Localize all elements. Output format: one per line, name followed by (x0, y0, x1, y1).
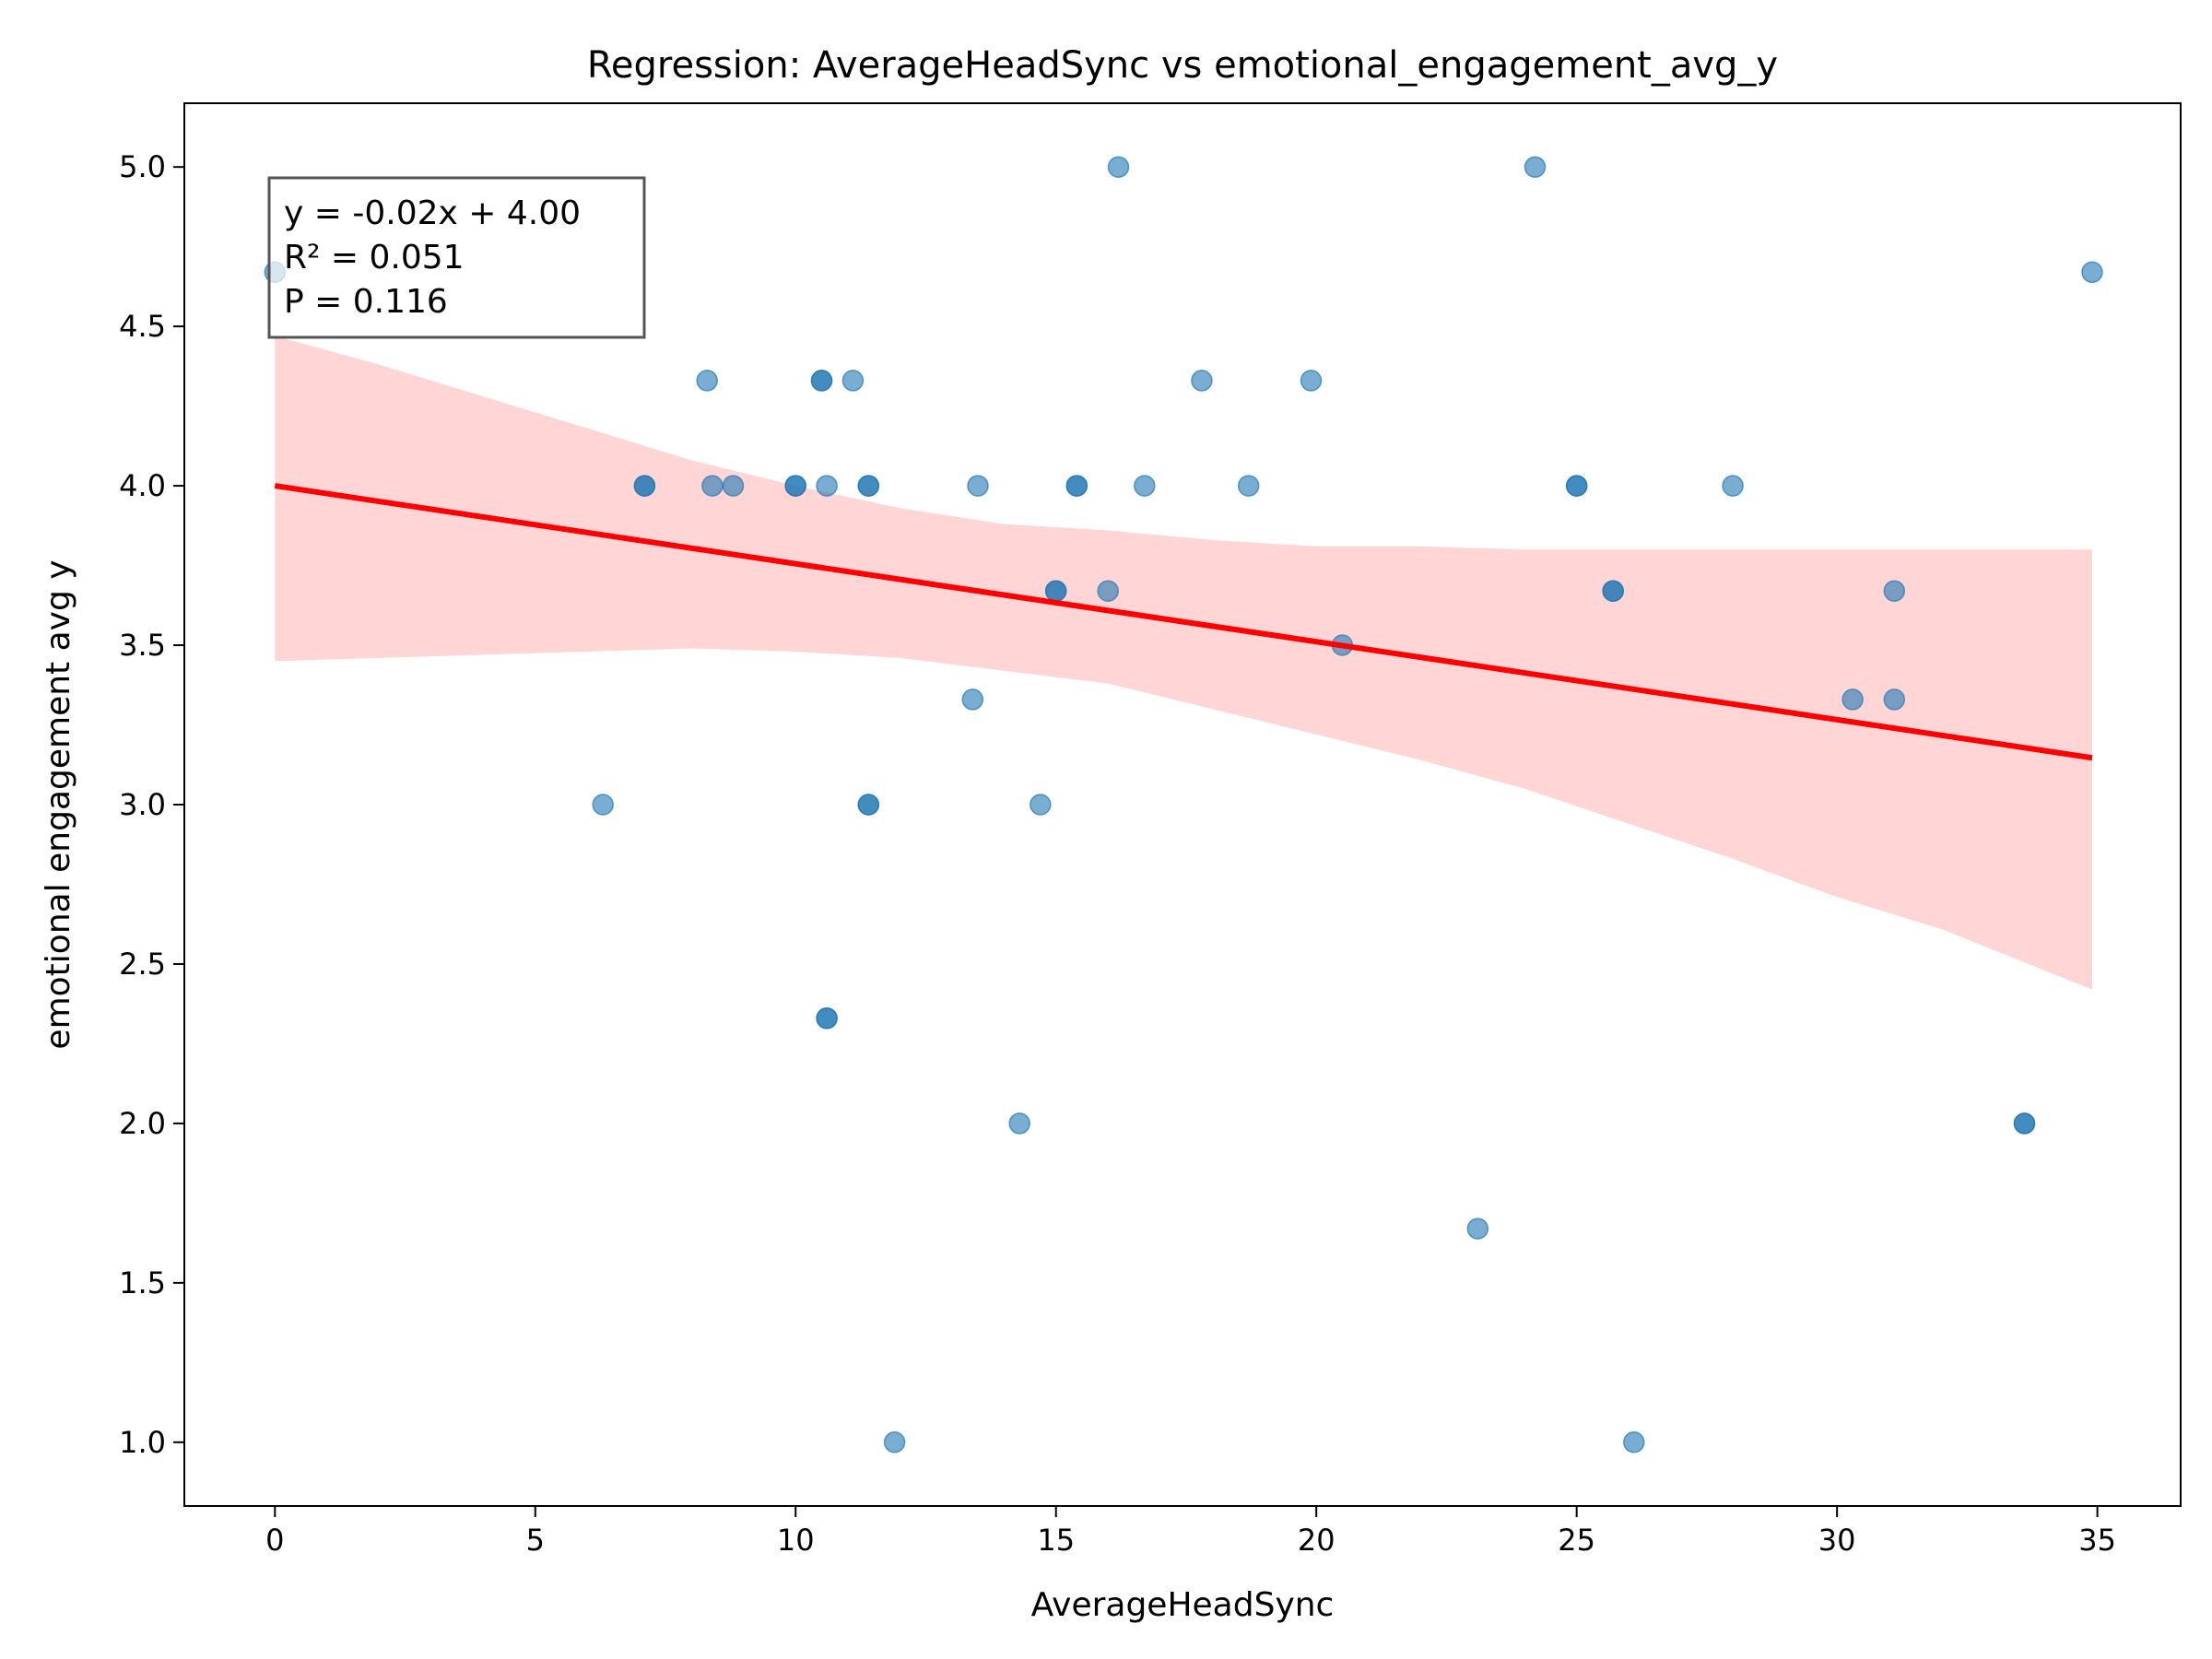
scatter-point (784, 475, 806, 497)
scatter-point (722, 475, 745, 497)
x-tick-label: 0 (265, 1523, 284, 1558)
scatter-point (1237, 475, 1260, 497)
scatter-point (701, 475, 724, 497)
scatter-points-layer (264, 156, 2103, 1453)
regression-line-layer (274, 483, 2093, 761)
scatter-point (1722, 475, 1744, 497)
scatter-point (1524, 156, 1547, 178)
y-tick-label: 3.0 (119, 787, 166, 822)
regression-line (274, 483, 2093, 761)
scatter-point (592, 794, 614, 816)
scatter-point (857, 475, 880, 497)
x-tick-label: 5 (526, 1523, 545, 1558)
scatter-point (1300, 370, 1323, 392)
stats-annotation-line: P = 0.116 (284, 283, 448, 321)
confidence-band-layer (275, 335, 2092, 990)
scatter-point (961, 688, 984, 711)
scatter-point (967, 475, 989, 497)
y-axis-label: emotional engagement avg y (40, 559, 77, 1049)
scatter-point (1565, 475, 1588, 497)
scatter-point (1008, 1112, 1030, 1135)
scatter-point (2081, 261, 2103, 284)
scatter-point (633, 475, 656, 497)
scatter-point (1841, 688, 1864, 711)
scatter-point (1030, 794, 1052, 816)
y-tick-label: 1.0 (119, 1425, 166, 1460)
x-tick-label: 30 (1818, 1523, 1856, 1558)
x-tick-label: 25 (1558, 1523, 1595, 1558)
y-tick-label: 5.0 (119, 149, 166, 184)
stats-annotation: y = -0.02x + 4.00 R² = 0.051 P = 0.116 (267, 176, 646, 339)
confidence-band (275, 335, 2092, 990)
scatter-point (810, 370, 833, 392)
scatter-point (816, 475, 838, 497)
scatter-point (841, 370, 865, 392)
x-tick-label: 10 (777, 1523, 815, 1558)
scatter-point (1044, 580, 1067, 602)
y-tick-label: 1.5 (119, 1265, 166, 1300)
x-axis-label: AverageHeadSync (1031, 1586, 1335, 1624)
y-tick-label: 3.5 (119, 628, 166, 663)
scatter-point (696, 370, 718, 392)
x-tick-label: 35 (2078, 1523, 2116, 1558)
y-axis-ticks: 1.0 1.5 2.0 2.5 3.0 3.5 4.0 4.5 5.0 (119, 149, 184, 1460)
scatter-point (883, 1431, 906, 1453)
y-tick-label: 2.0 (119, 1106, 166, 1141)
scatter-point (1134, 475, 1156, 497)
scatter-point (816, 1007, 838, 1030)
scatter-point (1191, 370, 1213, 392)
stats-annotation-box (267, 176, 646, 339)
plot-area: y = -0.02x + 4.00 R² = 0.051 P = 0.116 (264, 156, 2103, 1453)
x-axis-ticks: 0 5 10 15 20 25 30 35 (265, 1506, 2116, 1558)
y-tick-label: 4.5 (119, 309, 166, 344)
scatter-point (1097, 580, 1119, 602)
stats-annotation-line: R² = 0.051 (284, 239, 465, 276)
scatter-point (1602, 580, 1624, 602)
x-tick-label: 15 (1037, 1523, 1075, 1558)
y-tick-label: 2.5 (119, 947, 166, 982)
scatter-point (1883, 688, 1906, 711)
scatter-point (857, 794, 880, 816)
x-tick-label: 20 (1298, 1523, 1335, 1558)
scatter-point (1883, 580, 1906, 602)
scatter-point (2013, 1112, 2036, 1135)
y-tick-label: 4.0 (119, 468, 166, 503)
scatter-point (1466, 1218, 1489, 1240)
chart-title: Regression: AverageHeadSync vs emotional… (587, 44, 1778, 87)
stats-annotation-line: y = -0.02x + 4.00 (284, 194, 581, 232)
scatter-point (1065, 475, 1088, 497)
scatter-point (1623, 1431, 1645, 1453)
scatter-point (1107, 156, 1130, 178)
